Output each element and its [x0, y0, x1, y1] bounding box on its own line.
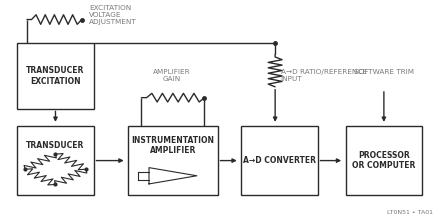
- Bar: [345, 126, 421, 195]
- Bar: [17, 43, 93, 108]
- Text: A→D RATIO/REFERENCE
INPUT: A→D RATIO/REFERENCE INPUT: [280, 69, 366, 82]
- Text: LT0N51 • TA01: LT0N51 • TA01: [386, 210, 432, 215]
- Text: SOFTWARE TRIM: SOFTWARE TRIM: [353, 69, 413, 76]
- Bar: [17, 126, 93, 195]
- Text: EXCITATION
VOLTAGE
ADJUSTMENT: EXCITATION VOLTAGE ADJUSTMENT: [89, 5, 137, 25]
- Text: A→D CONVERTER: A→D CONVERTER: [243, 156, 315, 165]
- Text: INSTRUMENTATION
AMPLIFIER: INSTRUMENTATION AMPLIFIER: [131, 136, 214, 155]
- Bar: [241, 126, 317, 195]
- Bar: [128, 126, 217, 195]
- Text: AMPLIFIER
GAIN: AMPLIFIER GAIN: [153, 69, 190, 82]
- Text: TRANSDUCER
EXCITATION: TRANSDUCER EXCITATION: [26, 66, 85, 86]
- Text: TRANSDUCER: TRANSDUCER: [26, 141, 85, 150]
- Text: PROCESSOR
OR COMPUTER: PROCESSOR OR COMPUTER: [352, 151, 414, 170]
